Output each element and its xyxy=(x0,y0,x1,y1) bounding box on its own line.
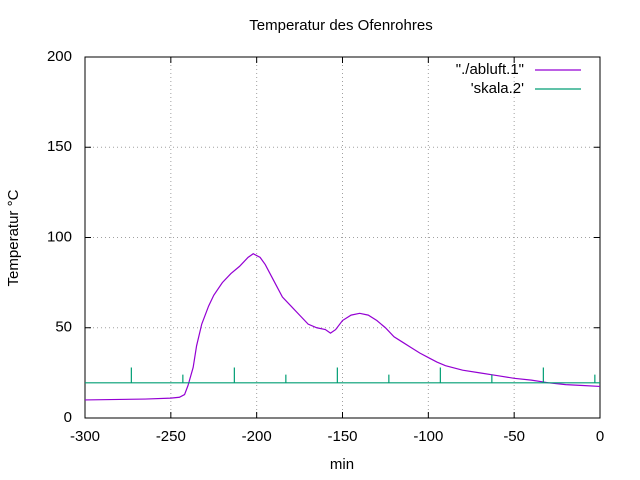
x-tick-label: -150 xyxy=(327,428,357,445)
x-tick-label: -200 xyxy=(242,428,272,445)
x-axis-label: min xyxy=(330,456,354,473)
x-tick-label: -250 xyxy=(156,428,186,445)
x-tick-label: -100 xyxy=(413,428,443,445)
chart-title: Temperatur des Ofenrohres xyxy=(249,17,432,34)
legend-label: "./abluft.1" xyxy=(456,61,524,78)
y-tick-label: 150 xyxy=(47,138,72,155)
x-tick-label: 0 xyxy=(596,428,604,445)
y-axis-label: Temperatur °C xyxy=(5,189,22,286)
y-tick-label: 0 xyxy=(64,409,72,426)
data-line xyxy=(84,253,601,401)
y-tick-label: 50 xyxy=(55,319,72,336)
legend-label: 'skala.2' xyxy=(471,80,524,97)
x-tick-label: -300 xyxy=(70,428,100,445)
y-tick-label: 200 xyxy=(47,48,72,65)
y-tick-label: 100 xyxy=(47,228,72,245)
data-line xyxy=(85,367,600,384)
plot-border xyxy=(84,56,601,419)
x-tick-label: -50 xyxy=(503,428,525,445)
